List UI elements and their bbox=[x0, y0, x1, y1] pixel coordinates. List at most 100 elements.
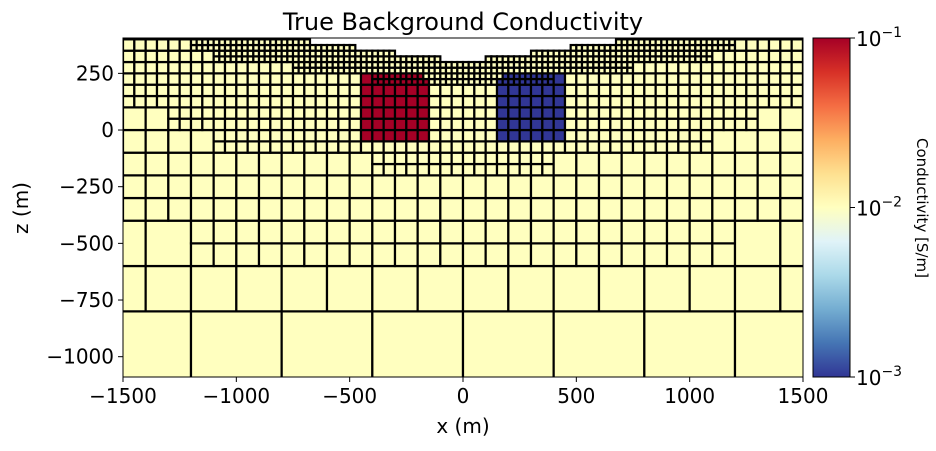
mesh-cell bbox=[291, 83, 306, 98]
mesh-cell bbox=[178, 83, 193, 98]
mesh-cell bbox=[178, 38, 193, 52]
mesh-cell bbox=[779, 128, 803, 154]
mesh-cell bbox=[790, 60, 803, 75]
mesh-cell bbox=[722, 60, 737, 75]
mesh-cell bbox=[722, 106, 737, 120]
mesh-cell bbox=[291, 128, 306, 143]
mesh-cell bbox=[552, 117, 567, 132]
mesh-cell bbox=[393, 219, 419, 245]
mesh-cell bbox=[427, 151, 442, 166]
mesh-cell bbox=[529, 140, 544, 154]
mesh-cell bbox=[144, 174, 170, 200]
mesh-cell bbox=[371, 83, 385, 98]
mesh-cell bbox=[586, 117, 601, 132]
mesh-cell bbox=[314, 140, 329, 154]
mesh-cell bbox=[461, 162, 476, 177]
mesh-cell bbox=[439, 117, 453, 132]
mesh-cell bbox=[167, 49, 181, 64]
mesh-cell bbox=[416, 83, 431, 98]
mesh-cell bbox=[711, 242, 737, 268]
mesh-cell bbox=[461, 196, 487, 222]
mesh-cell bbox=[586, 128, 601, 143]
mesh-cell bbox=[280, 83, 295, 98]
mesh-cell bbox=[246, 106, 261, 120]
mesh-cell bbox=[631, 117, 646, 132]
mesh-cell bbox=[280, 94, 295, 109]
mesh-cell bbox=[348, 106, 363, 120]
mesh-cell bbox=[507, 162, 521, 177]
mesh-cell bbox=[427, 162, 442, 177]
y-tick-label: −250 bbox=[59, 175, 114, 199]
mesh-cell bbox=[123, 38, 125, 52]
mesh-cell bbox=[280, 264, 329, 313]
mesh-cell bbox=[529, 174, 555, 200]
mesh-cell bbox=[529, 117, 544, 132]
mesh-cell bbox=[597, 83, 612, 98]
mesh-cell bbox=[189, 310, 283, 377]
mesh-cell bbox=[643, 83, 657, 98]
mesh-cell bbox=[711, 72, 725, 86]
mesh-cell bbox=[541, 83, 555, 98]
mesh-cell bbox=[325, 264, 374, 313]
mesh-cell bbox=[767, 72, 782, 86]
mesh-cell bbox=[123, 128, 147, 154]
mesh-cell bbox=[257, 117, 272, 132]
mesh-cell bbox=[416, 162, 431, 177]
mesh-cell bbox=[348, 219, 374, 245]
mesh-cell bbox=[620, 174, 646, 200]
mesh-cell bbox=[518, 162, 533, 177]
x-tick-label: −500 bbox=[322, 384, 377, 408]
mesh-cell bbox=[212, 60, 227, 75]
mesh-cell bbox=[745, 38, 759, 52]
mesh-cell bbox=[257, 242, 283, 268]
mesh-cell bbox=[439, 242, 465, 268]
mesh-cell bbox=[337, 106, 351, 120]
mesh-cell bbox=[189, 151, 215, 177]
mesh-cell bbox=[405, 83, 419, 98]
mesh-cell bbox=[235, 140, 249, 154]
mesh-cell bbox=[779, 151, 803, 177]
mesh-cell bbox=[586, 140, 601, 154]
mesh-cell bbox=[529, 94, 544, 109]
mesh-cell bbox=[722, 49, 737, 64]
mesh-cell bbox=[178, 106, 193, 120]
mesh-cell bbox=[212, 106, 227, 120]
mesh-cell bbox=[609, 83, 623, 98]
mesh-cell bbox=[575, 140, 589, 154]
mesh-cell bbox=[144, 83, 159, 98]
mesh-cell bbox=[733, 83, 748, 98]
mesh-cell bbox=[382, 162, 397, 177]
y-axis-label: z (m) bbox=[9, 182, 33, 234]
mesh-cell bbox=[123, 151, 125, 177]
mesh-cell bbox=[348, 83, 363, 98]
colorbar-tick-label: 10−1 bbox=[856, 25, 902, 51]
mesh-cell bbox=[688, 264, 737, 313]
mesh-cell bbox=[269, 117, 283, 132]
mesh-cell bbox=[178, 117, 193, 132]
mesh-cell bbox=[123, 49, 125, 64]
mesh-cell bbox=[677, 72, 691, 86]
mesh-cell bbox=[529, 242, 555, 268]
mesh-cell bbox=[388, 49, 397, 58]
mesh-cell bbox=[348, 128, 363, 143]
mesh-cell bbox=[518, 106, 533, 120]
mesh-cell bbox=[269, 83, 283, 98]
mesh-cell bbox=[484, 117, 499, 132]
mesh-cell bbox=[314, 83, 329, 98]
mesh-cell bbox=[495, 94, 510, 109]
mesh-cell bbox=[586, 94, 601, 109]
mesh-cell bbox=[654, 83, 669, 98]
mesh-cell bbox=[123, 196, 125, 222]
mesh-cell bbox=[767, 94, 782, 109]
mesh-cell bbox=[461, 219, 487, 245]
mesh-cell bbox=[620, 94, 635, 109]
mesh-cell bbox=[382, 117, 397, 132]
mesh-cell bbox=[133, 94, 147, 109]
mesh-cell bbox=[235, 151, 261, 177]
mesh-cell bbox=[677, 94, 691, 109]
mesh-cell bbox=[235, 264, 283, 313]
mesh-cell bbox=[767, 38, 782, 52]
mesh-cell bbox=[563, 128, 578, 143]
mesh-cell bbox=[733, 264, 782, 313]
mesh-cell bbox=[257, 140, 272, 154]
